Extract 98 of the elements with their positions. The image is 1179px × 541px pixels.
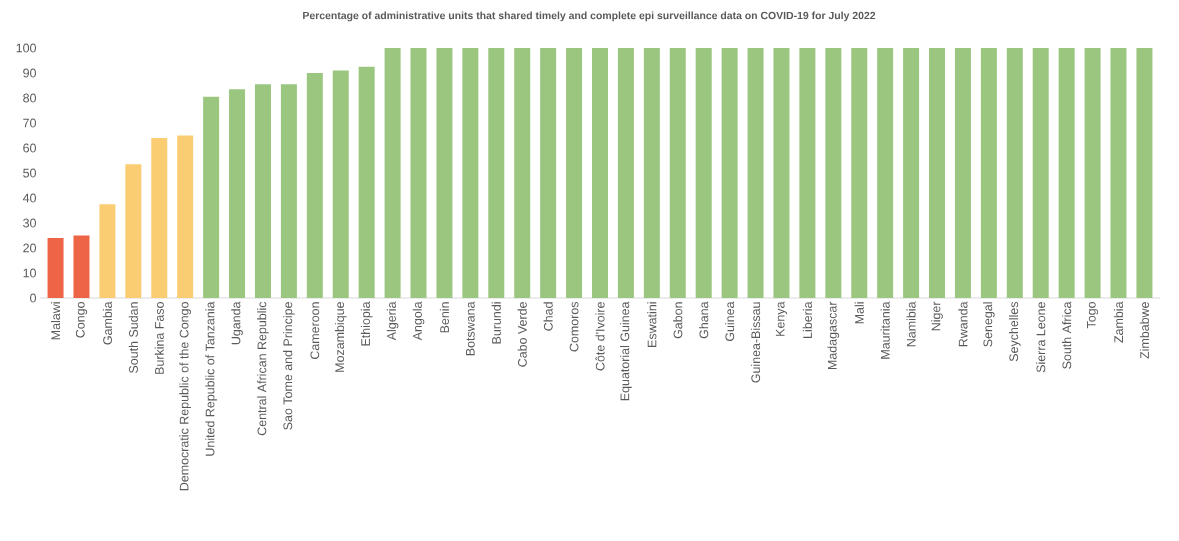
x-tick-label: Guinea-Bissau	[750, 302, 761, 383]
x-tick-label: Zimbabwe	[1139, 302, 1149, 359]
bar	[436, 48, 453, 298]
x-tick-label: Comoros	[569, 301, 579, 352]
bar	[877, 48, 894, 298]
bar	[773, 48, 790, 298]
x-tick-label: Guinea	[725, 301, 735, 342]
bar	[280, 84, 297, 298]
bar	[73, 235, 90, 298]
y-tick-label: 100	[16, 43, 36, 53]
bar	[1058, 48, 1075, 298]
x-tick-label: Madagascar	[827, 301, 840, 370]
bar	[540, 48, 557, 298]
x-tick-label: Mozambique	[334, 302, 347, 372]
bar	[125, 164, 142, 298]
y-tick-label: 40	[22, 193, 36, 203]
x-tick-label: Congo	[75, 302, 88, 338]
x-tick-label: Central African Republic	[257, 301, 269, 436]
bar	[799, 48, 816, 298]
y-tick-label: 90	[23, 68, 36, 78]
x-tick-label: Cameroon	[310, 302, 320, 360]
x-tick-label: Gabon	[673, 302, 683, 339]
bar	[929, 48, 946, 298]
bar	[825, 48, 842, 298]
bar	[1136, 48, 1153, 298]
bar	[643, 48, 660, 298]
y-tick-label: 0	[30, 293, 36, 303]
bar	[488, 48, 505, 298]
y-tick-label: 70	[23, 118, 36, 128]
x-tick-label: Rwanda	[958, 301, 968, 347]
bar	[151, 138, 168, 298]
x-tick-label: Liberia	[802, 301, 812, 338]
y-tick-label: 20	[23, 243, 36, 253]
bar	[695, 48, 712, 298]
bar	[1084, 48, 1101, 298]
x-tick-label: Cabo Verde	[517, 302, 527, 367]
x-tick-label: Namibia	[906, 301, 916, 347]
y-tick-label: 30	[23, 218, 36, 228]
x-tick-label: Kenya	[775, 301, 788, 336]
bar	[591, 48, 608, 298]
x-tick-label: Equatorial Guinea	[620, 301, 632, 401]
bar	[954, 48, 971, 298]
y-tick-label: 10	[23, 268, 36, 278]
bar	[1032, 48, 1049, 298]
x-tick-label: Malawi	[50, 302, 61, 340]
x-tick-label: Ghana	[699, 301, 709, 339]
bar	[851, 48, 868, 298]
bar	[410, 48, 427, 298]
bar	[229, 89, 246, 298]
bar	[332, 70, 349, 298]
bar	[721, 48, 738, 298]
bar	[462, 48, 479, 298]
x-tick-label: Burkina Faso	[154, 302, 164, 374]
bar	[903, 48, 920, 298]
bar	[47, 238, 64, 298]
x-tick-label: Senegal	[983, 302, 995, 347]
y-tick-label: 80	[23, 93, 36, 103]
x-tick-label: Niger	[931, 301, 943, 331]
x-tick-label: Gambia	[102, 301, 112, 345]
bar	[1006, 48, 1023, 298]
x-tick-label: Sierra Leone	[1036, 302, 1046, 373]
bar	[980, 48, 997, 298]
bar	[617, 48, 634, 298]
x-tick-label: Algeria	[386, 301, 399, 341]
x-tick-label: Burundi	[491, 302, 501, 344]
x-tick-label: Benin	[439, 302, 450, 333]
x-tick-label: Democratic Republic of the Congo	[179, 302, 191, 491]
x-tick-label: Mauritania	[880, 301, 890, 359]
x-tick-label: Sao Tome and Principe	[283, 302, 295, 430]
bar	[254, 84, 271, 298]
bar	[384, 48, 401, 298]
y-tick-label: 50	[23, 168, 36, 178]
bar	[306, 73, 323, 298]
x-tick-label: South Sudan	[128, 302, 138, 373]
bar	[514, 48, 531, 298]
bar	[358, 66, 375, 298]
x-tick-label: Eswatini	[647, 302, 657, 347]
x-tick-label: Zambia	[1113, 301, 1124, 343]
x-tick-label: Mali	[854, 302, 864, 324]
y-tick-label: 60	[23, 143, 36, 153]
bar	[177, 135, 194, 298]
x-tick-label: United Republic of Tanzania	[205, 301, 217, 456]
x-tick-label: Botswana	[466, 301, 475, 356]
x-tick-label: Togo	[1087, 302, 1099, 329]
x-tick-label: Uganda	[231, 301, 243, 345]
bar	[203, 96, 220, 298]
x-tick-label: Chad	[543, 302, 553, 331]
bar	[747, 48, 764, 298]
x-tick-label: Seychelles	[1008, 301, 1021, 362]
chart-title: Percentage of administrative units that shared timely and complete epi surveillance data on COVID-19 for July 2022	[303, 11, 876, 22]
x-tick-label: Angola	[412, 301, 425, 341]
bar	[1110, 48, 1127, 298]
x-tick-label: Côte d'Ivoire	[595, 302, 605, 371]
bar	[99, 204, 116, 298]
bar	[669, 48, 686, 298]
x-tick-label: Ethiopia	[360, 301, 373, 346]
bar	[566, 48, 583, 298]
x-tick-label: South Africa	[1062, 301, 1072, 369]
